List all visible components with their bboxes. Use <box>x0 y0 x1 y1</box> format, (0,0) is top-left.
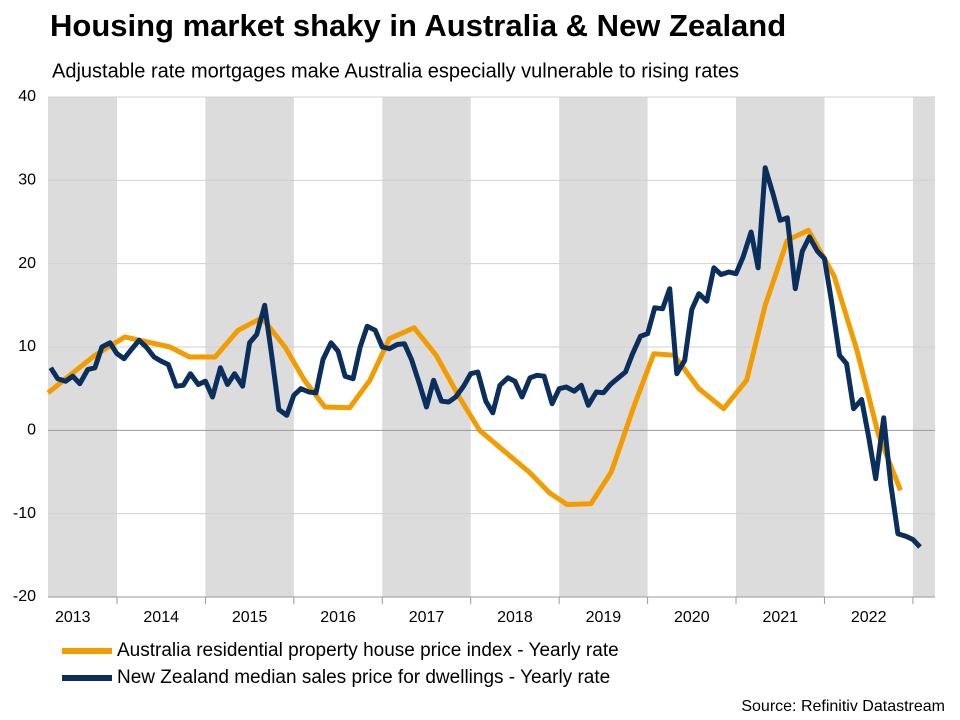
x-tick-label: 2016 <box>320 609 356 626</box>
x-tick-label: 2020 <box>674 609 710 626</box>
x-tick-label: 2013 <box>55 609 91 626</box>
legend-label: Australia residential property house pri… <box>117 640 619 661</box>
y-tick-label: -20 <box>13 588 36 605</box>
source-note: Source: Refinitiv Datastream <box>741 698 945 715</box>
x-tick-label: 2018 <box>497 609 533 626</box>
y-tick-label: 20 <box>18 255 36 272</box>
legend-label: New Zealand median sales price for dwell… <box>117 667 610 688</box>
x-tick-label: 2017 <box>409 609 445 626</box>
y-tick-label: 10 <box>18 338 36 355</box>
chart-title: Housing market shaky in Australia & New … <box>50 8 786 43</box>
series-line <box>46 227 903 507</box>
x-tick-label: 2014 <box>143 609 179 626</box>
y-tick-label: 30 <box>18 172 36 189</box>
y-tick-label: 40 <box>18 88 36 105</box>
x-tick-label: 2022 <box>851 609 887 626</box>
series-line <box>48 165 922 549</box>
x-tick-label: 2021 <box>762 609 798 626</box>
x-tick-label: 2019 <box>586 609 622 626</box>
chart-subtitle: Adjustable rate mortgages make Australia… <box>52 60 739 82</box>
y-tick-label: -10 <box>13 505 36 522</box>
y-tick-label: 0 <box>27 422 36 439</box>
x-tick-label: 2015 <box>232 609 268 626</box>
